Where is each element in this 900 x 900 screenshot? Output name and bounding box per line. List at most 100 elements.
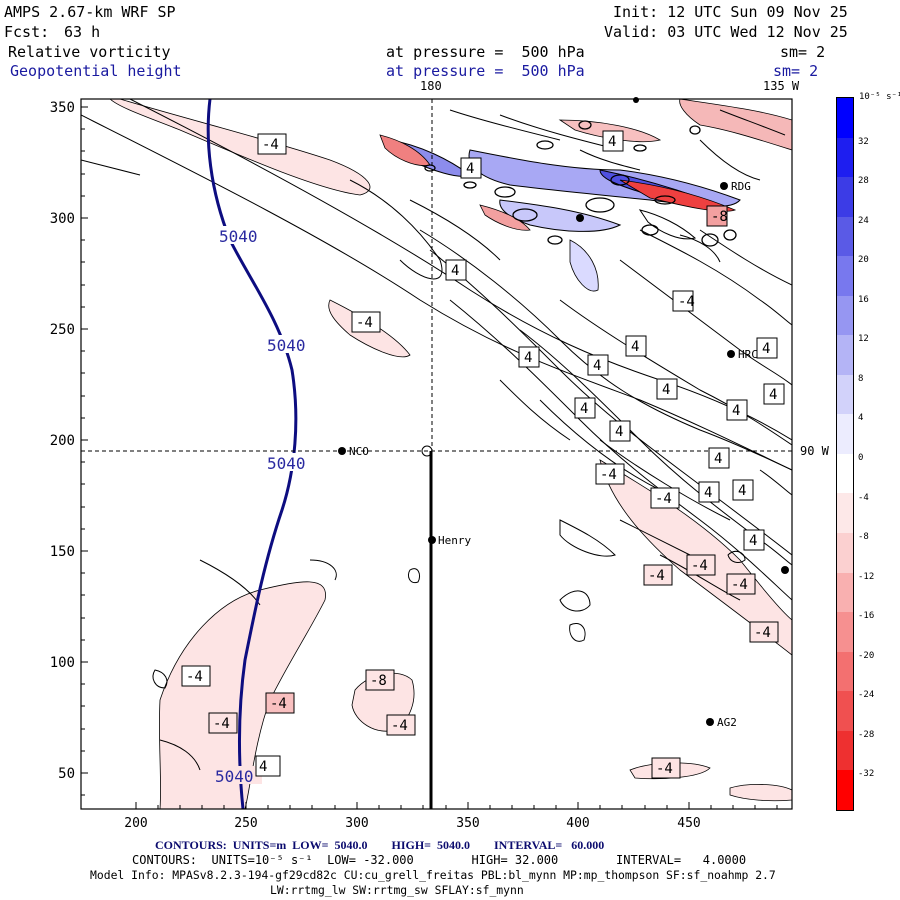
colorbar-labels: 32 28 24 20 16 12 8 4 0 -4 -8 -12 -16 -20 -24 -28 -32 [858, 92, 900, 812]
vort-blob [578, 120, 592, 130]
y-tick-label: 150 [50, 544, 75, 560]
vort-contour [699, 139, 761, 181]
model-title: AMPS 2.67-km WRF SP [4, 3, 176, 21]
vort-contour-label: -4 [356, 315, 373, 331]
colorbar-label: 0 [858, 453, 864, 463]
forecast-hours: 63 h [64, 23, 101, 41]
colorbar-segment [837, 295, 853, 336]
colorbar-segment [837, 533, 853, 573]
colorbar-unit: 10⁻⁵ s⁻¹ [859, 92, 900, 102]
height-contour-5040 [206, 98, 298, 810]
colorbar-segment [837, 770, 853, 810]
colorbar-segment [837, 177, 853, 217]
vort-contour [152, 669, 168, 689]
vort-contour [559, 590, 591, 612]
station-marker [576, 214, 584, 222]
x-tick-label: 450 [677, 816, 700, 831]
height-contour-label: 5040 [267, 336, 306, 355]
y-tick-label: 350 [50, 100, 75, 116]
height-contour-label: 5040 [267, 454, 306, 473]
vort-contour [559, 519, 616, 557]
y-tick-label: 50 [58, 766, 75, 782]
vort-contour [559, 299, 792, 446]
vort-contour-label: 4 [451, 263, 459, 279]
y-tick-label: 300 [50, 211, 75, 227]
vort-contour [699, 229, 792, 286]
vort-blob [689, 125, 701, 135]
station-marker [428, 536, 436, 544]
colorbar-segment [837, 98, 853, 138]
vort-contour [539, 399, 661, 491]
meridian-180-label: 180 [420, 79, 442, 93]
vort-contour [639, 229, 792, 326]
vort-contour-label: 4 [524, 350, 532, 366]
vort-contour-label: -4 [648, 568, 665, 584]
vort-contour-label: -4 [213, 716, 230, 732]
vort-contour-label: 4 [714, 451, 722, 467]
station-label: RDG [731, 180, 751, 193]
colorbar-label: 28 [858, 176, 869, 187]
vort-blob [424, 164, 436, 172]
colorbar-label: 24 [858, 215, 869, 226]
colorbar-segment [837, 137, 853, 178]
station-label: HRC [738, 348, 758, 361]
axis-ticks [81, 106, 778, 809]
vort-contour-label: -4 [655, 491, 672, 507]
colorbar-label: -16 [858, 611, 875, 622]
vort-contour-label: 4 [608, 134, 616, 150]
x-tick-label: 400 [566, 816, 589, 831]
vort-contour-label: -4 [391, 718, 408, 734]
vort-contour [159, 739, 201, 771]
colorbar-segment [837, 493, 853, 534]
vort-contour-label: 4 [466, 161, 474, 177]
colorbar [836, 97, 854, 811]
station-label: AG2 [717, 716, 737, 729]
station-label: Henry [438, 534, 471, 547]
vort-contour [579, 149, 641, 171]
vort-contour [407, 568, 421, 584]
vort-contour-label: -4 [186, 669, 203, 685]
y-axis-labels: 350 300 250 200 150 100 50 [50, 100, 75, 782]
vort-contour [679, 234, 721, 263]
vort-contour [419, 229, 792, 471]
y-tick-label: 250 [50, 322, 75, 338]
vort-blob [494, 186, 516, 198]
neg-vort-area [679, 99, 792, 151]
colorbar-segment [837, 374, 853, 415]
vort-contour-label: -8 [370, 673, 387, 689]
colorbar-label: 4 [858, 413, 864, 424]
vort-contour-label: -8 [711, 209, 728, 225]
vort-contour [619, 259, 792, 386]
vort-blob [633, 144, 647, 152]
colorbar-segment [837, 335, 853, 375]
vort-contour [759, 469, 792, 496]
colorbar-label: -12 [858, 571, 875, 582]
colorbar-segment [837, 651, 853, 692]
x-tick-label: 250 [234, 816, 257, 831]
neg-vort-area [109, 99, 371, 196]
vort-blob [610, 174, 630, 186]
vort-contour [349, 179, 443, 280]
plot-frame [80, 98, 793, 810]
vort-contour-label: 4 [749, 533, 757, 549]
vort-blob [547, 235, 563, 245]
vort-blob [641, 224, 659, 236]
colorbar-label: -4 [858, 492, 869, 503]
colorbar-segment [837, 730, 853, 771]
field1-level: at pressure = 500 hPa [386, 43, 585, 61]
vort-contour [599, 439, 731, 521]
footer-physics-info: LW:rrtmg_lw SW:rrtmg_sw SFLAY:sf_mynn [270, 883, 524, 897]
station-label: NCO [349, 445, 369, 458]
colorbar-label: 8 [858, 373, 864, 384]
footer-model-info: Model Info: MPASv8.2.3-194-gf29cd82c CU:… [90, 868, 776, 882]
vort-contour [638, 209, 697, 240]
cross-section-origin [421, 445, 433, 457]
vort-contour [429, 249, 792, 556]
colorbar-label: -20 [858, 650, 875, 661]
vort-contour-label: -4 [600, 467, 617, 483]
vort-contour-label: 4 [580, 401, 588, 417]
neg-vort-area [479, 204, 531, 231]
colorbar-label: 32 [858, 136, 869, 147]
footer-height-contours: CONTOURS: UNITS=m LOW= 5040.0 HIGH= 5040… [155, 838, 605, 852]
